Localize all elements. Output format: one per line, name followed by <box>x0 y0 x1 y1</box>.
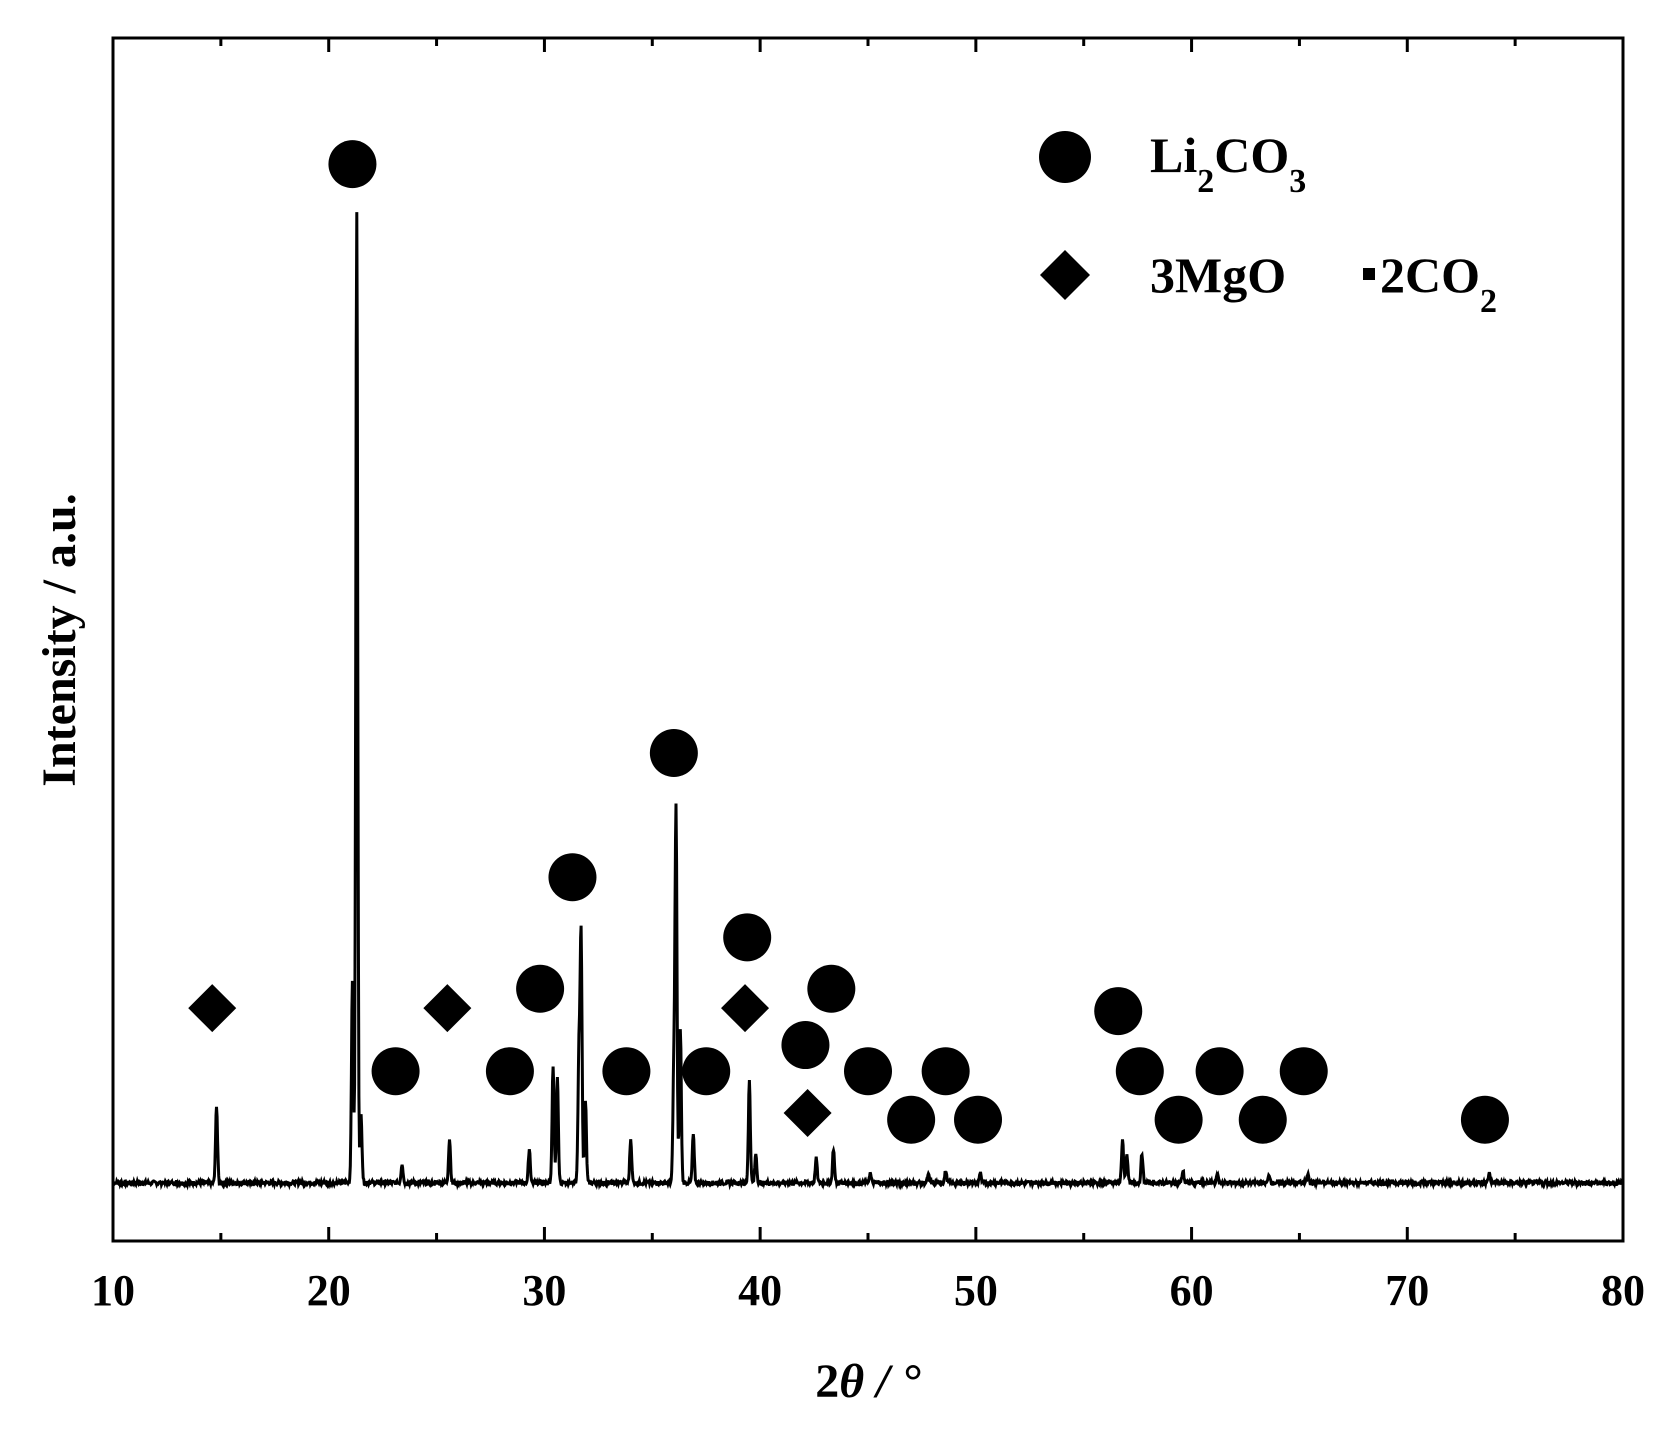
li2co3-peak-marker <box>602 1047 651 1096</box>
li2co3-peak-marker <box>887 1095 936 1144</box>
li2co3-peak-marker <box>1460 1095 1509 1144</box>
x-tick-label: 50 <box>954 1266 998 1315</box>
x-tick-label: 30 <box>522 1266 566 1315</box>
li2co3-peak-marker <box>781 1021 830 1070</box>
li2co3-peak-marker <box>1115 1047 1164 1096</box>
xrd-pattern-line <box>112 212 1624 1191</box>
li2co3-peak-marker <box>1279 1047 1328 1096</box>
li2co3-peak-marker <box>1195 1047 1244 1096</box>
x-tick-label: 20 <box>307 1266 351 1315</box>
mgo-co2-peak-marker <box>423 984 472 1033</box>
li2co3-peak-marker <box>649 729 698 778</box>
x-axis-label: 2θ / ° <box>815 1355 920 1408</box>
y-axis-label: Intensity / a.u. <box>33 493 86 786</box>
x-tick-label: 10 <box>91 1266 135 1315</box>
li2co3-peak-marker <box>485 1047 534 1096</box>
li2co3-peak-marker <box>1238 1095 1287 1144</box>
legend-label-li2co3: Li2CO3 <box>1150 127 1306 200</box>
legend-circle-marker <box>1039 131 1091 183</box>
mgo-co2-peak-marker <box>783 1088 832 1137</box>
li2co3-peak-marker <box>548 853 597 902</box>
li2co3-peak-marker <box>807 964 856 1013</box>
li2co3-peak-marker <box>371 1047 420 1096</box>
li2co3-peak-marker <box>844 1047 892 1096</box>
legend-dot-separator <box>1363 268 1375 280</box>
legend-label-2co2: 2CO2 <box>1380 247 1497 320</box>
li2co3-peak-marker <box>1154 1095 1203 1144</box>
li2co3-peak-marker <box>954 1095 1003 1144</box>
li2co3-peak-marker <box>516 964 565 1013</box>
x-tick-label: 40 <box>738 1266 782 1315</box>
x-axis-ticks <box>111 38 1625 1241</box>
li2co3-peak-marker <box>723 913 772 962</box>
mgo-co2-peak-marker <box>721 984 770 1033</box>
mgo-co2-peak-marker <box>188 984 237 1033</box>
li2co3-peak-marker <box>921 1047 970 1096</box>
legend-diamond-marker <box>1040 250 1090 300</box>
x-tick-label: 80 <box>1601 1266 1645 1315</box>
x-tick-label: 60 <box>1170 1266 1214 1315</box>
phase-markers <box>188 140 1509 1144</box>
legend-label-3mgo-2co2: 3MgO <box>1150 247 1286 303</box>
li2co3-peak-marker <box>682 1047 731 1096</box>
li2co3-peak-marker <box>328 140 377 189</box>
x-tick-label: 70 <box>1385 1266 1429 1315</box>
x-axis-tick-labels: 10 20 30 40 50 60 70 80 <box>91 1266 1645 1315</box>
legend: Li2CO3 3MgO 2CO2 <box>1039 127 1497 320</box>
li2co3-peak-marker <box>1094 987 1143 1036</box>
